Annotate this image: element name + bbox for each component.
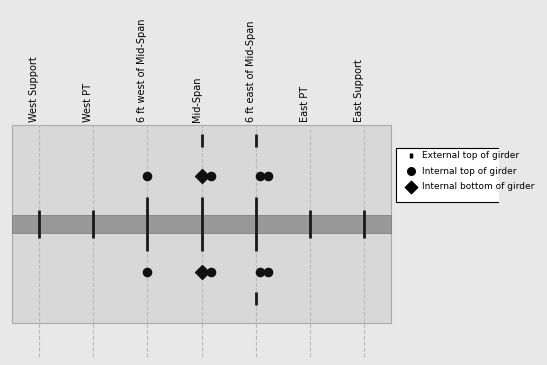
Point	[406, 184, 415, 190]
Text: External top of girder: External top of girder	[422, 151, 519, 160]
Point	[207, 269, 216, 275]
Text: 6 ft west of Mid-Span: 6 ft west of Mid-Span	[137, 19, 148, 122]
Point	[197, 269, 206, 275]
Point	[143, 269, 152, 275]
Point	[255, 173, 264, 179]
Text: Mid-Span: Mid-Span	[191, 77, 201, 122]
Text: East PT: East PT	[300, 86, 310, 122]
Bar	[12, 125, 391, 323]
Point	[255, 269, 264, 275]
Point	[263, 269, 272, 275]
Point	[143, 173, 152, 179]
Point	[207, 173, 216, 179]
Text: West Support: West Support	[29, 57, 39, 122]
Point	[197, 173, 206, 179]
Text: West PT: West PT	[83, 84, 94, 122]
Text: 6 ft east of Mid-Span: 6 ft east of Mid-Span	[246, 21, 255, 122]
Point	[406, 169, 415, 174]
Point	[263, 173, 272, 179]
Bar	[12, 215, 391, 233]
Text: Internal top of girder: Internal top of girder	[422, 167, 516, 176]
Text: East Support: East Support	[354, 59, 364, 122]
Text: Internal bottom of girder: Internal bottom of girder	[422, 182, 534, 191]
FancyBboxPatch shape	[397, 148, 521, 203]
